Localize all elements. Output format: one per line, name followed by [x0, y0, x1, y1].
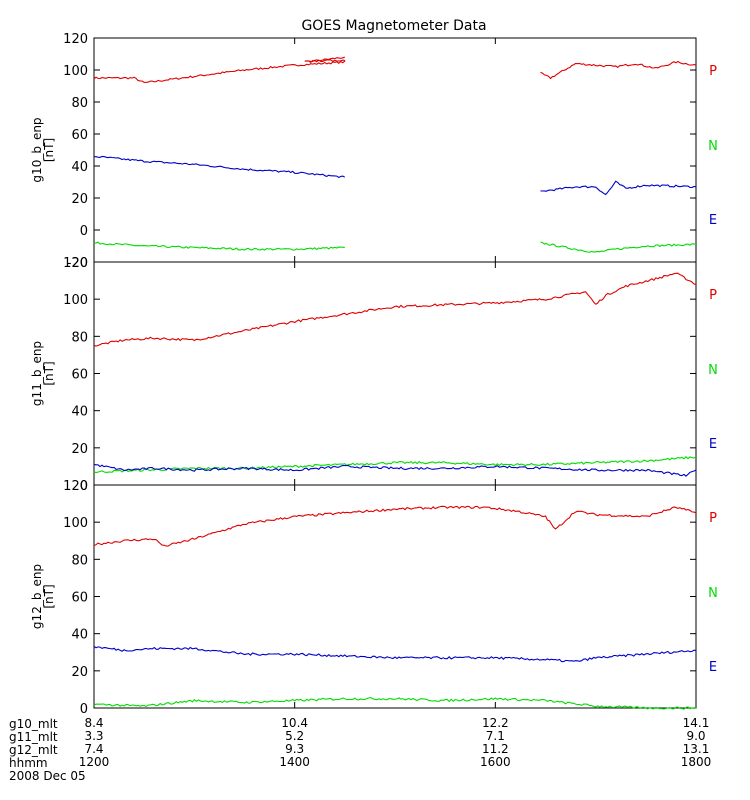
y-axis-unit: [nT] — [42, 138, 56, 162]
legend-n: N — [708, 139, 718, 154]
y-axis-label: g12_b_enp — [30, 564, 44, 629]
series-line-p — [93, 60, 346, 83]
y-tick-label: 80 — [71, 330, 88, 345]
date-label: 2008 Dec 05 — [9, 769, 86, 783]
y-tick-label: 40 — [71, 628, 88, 643]
series-line-e — [94, 155, 346, 179]
legend-e: E — [709, 213, 717, 228]
mlt-row-label: g11_mlt — [9, 730, 58, 744]
legend-e: E — [709, 437, 717, 452]
mlt-value: 8.4 — [84, 716, 103, 730]
series-line-p — [540, 60, 697, 80]
legend-n: N — [708, 363, 718, 378]
time-row-label: hhmm — [9, 756, 48, 770]
legend-p: P — [709, 511, 717, 526]
x-tick-label: 1800 — [681, 755, 712, 769]
series-line-e — [540, 180, 697, 196]
y-tick-label: 120 — [63, 32, 88, 47]
mlt-value: 5.2 — [285, 729, 304, 743]
y-tick-label: 60 — [71, 368, 88, 383]
mlt-value: 13.1 — [683, 742, 710, 756]
y-tick-label: 0 — [80, 479, 88, 494]
x-tick-label: 1400 — [279, 755, 310, 769]
y-axis-label: g10_b_enp — [30, 117, 44, 182]
panel-frame — [93, 484, 697, 709]
mlt-row-label: g10_mlt — [9, 717, 58, 731]
mlt-value: 7.4 — [84, 742, 103, 756]
y-tick-label: 20 — [71, 442, 88, 457]
mlt-value: 12.2 — [482, 716, 509, 730]
y-tick-label: 120 — [63, 256, 88, 271]
series-line-p — [93, 272, 697, 347]
y-tick-label: 0 — [80, 224, 88, 239]
y-axis-label: g11_b_enp — [30, 341, 44, 406]
legend-p: P — [709, 288, 717, 303]
mlt-value: 9.3 — [285, 742, 304, 756]
y-tick-label: 40 — [71, 405, 88, 420]
mlt-value: 7.1 — [486, 729, 505, 743]
series-line-n — [93, 697, 697, 710]
series-line-e — [93, 645, 697, 663]
y-axis-unit: [nT] — [42, 361, 56, 385]
mlt-row-label: g12_mlt — [9, 743, 58, 757]
series-line-e — [93, 463, 697, 477]
y-tick-label: 80 — [71, 553, 88, 568]
y-tick-label: 100 — [63, 64, 88, 79]
y-axis-unit: [nT] — [42, 584, 56, 608]
y-tick-label: 20 — [71, 192, 88, 207]
y-tick-label: 40 — [71, 160, 88, 175]
legend-n: N — [708, 586, 718, 601]
series-line-n — [93, 456, 697, 474]
series-line-p — [304, 56, 345, 64]
series-line-p — [93, 505, 697, 547]
y-tick-label: 100 — [63, 516, 88, 531]
y-tick-label: 80 — [71, 96, 88, 111]
y-tick-label: 0 — [80, 702, 88, 717]
y-tick-label: 20 — [71, 665, 88, 680]
series-line-n — [540, 241, 697, 253]
mlt-value: 3.3 — [84, 729, 103, 743]
x-tick-label: 1600 — [480, 755, 511, 769]
mlt-value: 10.4 — [281, 716, 308, 730]
series-line-n — [93, 241, 345, 251]
mlt-value: 9.0 — [686, 729, 705, 743]
mlt-value: 11.2 — [482, 742, 509, 756]
y-tick-label: 60 — [71, 128, 88, 143]
y-tick-label: -20 — [67, 256, 88, 271]
mlt-value: 14.1 — [683, 716, 710, 730]
legend-e: E — [709, 660, 717, 675]
y-tick-label: 60 — [71, 591, 88, 606]
y-tick-label: 100 — [63, 293, 88, 308]
x-tick-label: 1200 — [79, 755, 110, 769]
legend-p: P — [709, 64, 717, 79]
y-tick-label: 120 — [63, 479, 88, 494]
panel-frame — [93, 37, 697, 263]
chart-title: GOES Magnetometer Data — [301, 18, 486, 34]
